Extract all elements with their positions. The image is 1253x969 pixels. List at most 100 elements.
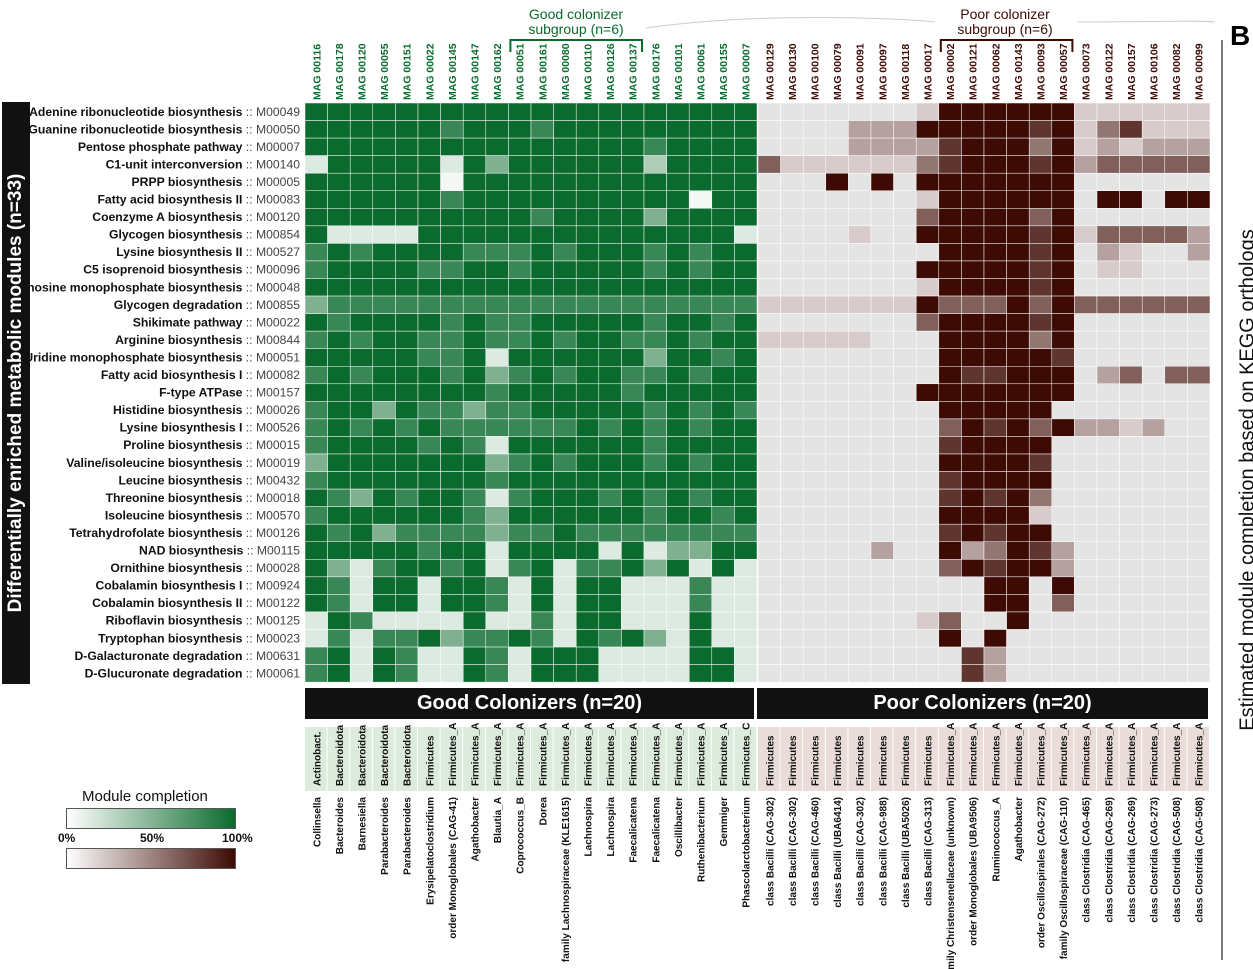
phylum-cell — [508, 727, 530, 791]
heatmap-cell-good — [372, 418, 396, 437]
heatmap-cell-poor — [1119, 190, 1143, 209]
heatmap-cell-poor — [780, 506, 804, 525]
heatmap-cell-poor — [848, 243, 872, 262]
heatmap-cell-good — [711, 313, 735, 332]
heatmap-cell-poor — [870, 243, 894, 262]
heatmap-cell-good — [711, 576, 735, 595]
heatmap-cell-good — [553, 488, 577, 507]
heatmap-cell-good — [485, 523, 509, 543]
heatmap-cell-good — [462, 102, 487, 121]
heatmap-cell-good — [417, 208, 441, 227]
heatmap-cell-good — [711, 243, 735, 262]
heatmap-cell-good — [327, 471, 351, 490]
heatmap-cell-good — [304, 488, 328, 507]
heatmap-cell-good — [462, 664, 487, 683]
heatmap-cell-good — [304, 120, 328, 139]
heatmap-cell-poor — [1051, 383, 1075, 402]
heatmap-cell-poor — [915, 488, 940, 507]
heatmap-cell-poor — [757, 137, 781, 156]
heatmap-cell-good — [508, 260, 532, 279]
heatmap-cell-poor — [1006, 664, 1030, 683]
heatmap-cell-good — [508, 190, 532, 209]
phylum-label: Firmicutes_A — [969, 723, 980, 786]
heatmap-cell-poor — [1074, 559, 1098, 578]
heatmap-cell-good — [711, 541, 735, 560]
heatmap-cell-good — [508, 137, 532, 156]
heatmap-cell-poor — [1006, 541, 1030, 560]
heatmap-cell-good — [553, 260, 577, 279]
heatmap-cell-poor — [1028, 664, 1053, 683]
heatmap-cell-poor — [870, 488, 894, 507]
heatmap-cell-poor — [1164, 559, 1188, 578]
phylum-cell — [893, 727, 916, 791]
heatmap-cell-good — [304, 418, 328, 437]
heatmap-cell-poor — [938, 295, 962, 314]
heatmap-cell-good — [417, 664, 441, 683]
heatmap-cell-good — [598, 295, 622, 314]
heatmap-cell-good — [598, 383, 622, 402]
heatmap-cell-poor — [1096, 523, 1120, 543]
heatmap-cell-good — [485, 120, 509, 139]
heatmap-cell-poor — [1096, 629, 1120, 648]
heatmap-cell-good — [553, 243, 577, 262]
heatmap-cell-poor — [848, 629, 872, 648]
heatmap-cell-poor — [983, 664, 1007, 683]
heatmap-cell-poor — [848, 471, 872, 490]
heatmap-cell-poor — [1141, 225, 1166, 244]
heatmap-cell-good — [440, 208, 464, 227]
heatmap-cell-poor — [1096, 102, 1120, 121]
heatmap-cell-poor — [1164, 664, 1188, 683]
heatmap-cell-good — [666, 436, 690, 455]
heatmap-cell-good — [643, 576, 667, 595]
heatmap-cell-poor — [757, 523, 781, 543]
heatmap-cell-poor — [915, 523, 940, 543]
heatmap-cell-poor — [1051, 330, 1075, 349]
heatmap-cell-poor — [915, 366, 940, 385]
heatmap-cell-good — [508, 243, 532, 262]
heatmap-cell-good — [440, 295, 464, 314]
heatmap-cell-good — [711, 453, 735, 472]
heatmap-cell-good — [734, 471, 758, 490]
heatmap-cell-poor — [870, 120, 894, 139]
heatmap-cell-poor — [825, 348, 849, 367]
heatmap-cell-poor — [825, 295, 849, 314]
heatmap-cell-poor — [1074, 453, 1098, 472]
heatmap-cell-poor — [1141, 436, 1166, 455]
heatmap-cell-good — [327, 208, 351, 227]
heatmap-cell-good — [327, 155, 351, 174]
heatmap-cell-good — [734, 137, 758, 156]
heatmap-cell-poor — [780, 102, 804, 121]
module-label: F-type ATPase :: M00157 — [159, 386, 300, 400]
heatmap-cell-poor — [1164, 243, 1188, 262]
heatmap-cell-good — [327, 366, 351, 385]
heatmap-cell-poor — [870, 611, 894, 630]
heatmap-cell-poor — [938, 208, 962, 227]
heatmap-cell-good — [530, 436, 554, 455]
heatmap-cell-poor — [938, 418, 962, 437]
heatmap-cell-poor — [1119, 629, 1143, 648]
heatmap-cell-poor — [1006, 453, 1030, 472]
heatmap-cell-good — [643, 436, 667, 455]
heatmap-cell-good — [485, 313, 509, 332]
heatmap-cell-good — [643, 348, 667, 367]
heatmap-cell-poor — [983, 559, 1007, 578]
heatmap-cell-good — [530, 155, 554, 174]
heatmap-cell-good — [349, 120, 374, 139]
heatmap-cell-poor — [983, 137, 1007, 156]
heatmap-cell-good — [553, 278, 577, 297]
heatmap-cell-poor — [1141, 330, 1166, 349]
heatmap-cell-poor — [848, 664, 872, 683]
heatmap-cell-poor — [1051, 120, 1075, 139]
heatmap-cell-poor — [983, 471, 1007, 490]
heatmap-cell-poor — [983, 611, 1007, 630]
heatmap-cell-good — [711, 278, 735, 297]
heatmap-cell-poor — [1187, 243, 1211, 262]
heatmap-cell-poor — [1164, 102, 1188, 121]
heatmap-cell-good — [485, 208, 509, 227]
heatmap-cell-good — [304, 208, 328, 227]
heatmap-cell-poor — [1187, 629, 1211, 648]
heatmap-cell-poor — [961, 348, 985, 367]
phylum-label: Firmicutes — [833, 735, 844, 786]
heatmap-cell-good — [417, 646, 441, 665]
heatmap-cell-good — [417, 348, 441, 367]
